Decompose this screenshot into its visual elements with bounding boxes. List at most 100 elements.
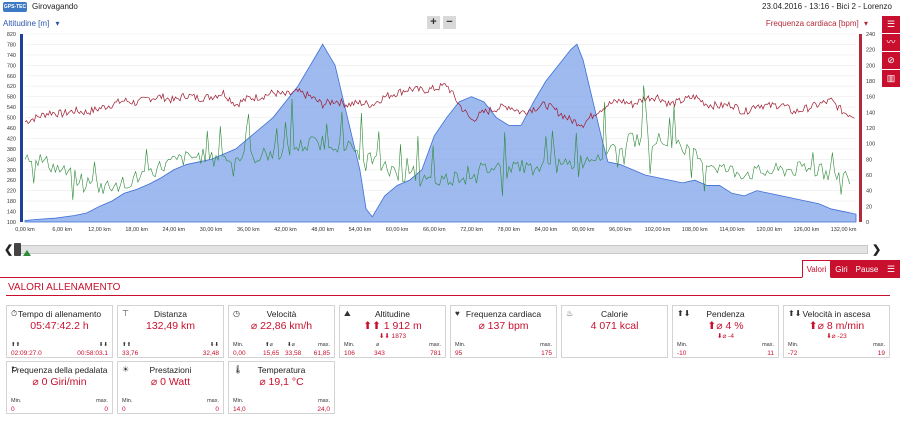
metric-mid-value: 343 [374,350,385,357]
tab-giri[interactable]: Giri [831,260,852,278]
x-tick-label: 84,00 km [535,227,558,233]
x-tick-label: 108,00 km [682,227,708,233]
y-right-tick-label: 200 [866,63,875,69]
metric-max-label: max. [762,342,774,348]
x-tick-label: 66,00 km [423,227,446,233]
metric-value: ⬆⬆ 1 912 m [363,320,422,332]
metric-min-value: 0 [122,406,126,413]
metric-secondary-value: ⬇⌀ -23 [826,333,847,340]
y-left-tick-label: 740 [7,53,16,59]
activity-title: Girovagando [32,2,78,11]
y-left-tick-label: 300 [7,168,16,174]
x-tick-label: 120,00 km [756,227,782,233]
metric-min-value: 0,00 [233,350,246,357]
metric-max-value: 24,0 [317,406,330,413]
metric-mid-label: ⬆⌀ [265,342,273,348]
y-left-tick-label: 180 [7,199,16,205]
mountain-icon: ⛰ [344,309,351,318]
metric-max-value: 0 [215,406,219,413]
x-tick-label: 102,00 km [645,227,671,233]
y-left-tick-label: 660 [7,74,16,80]
top-bar: GPS-TEC Girovagando 23.04.2016 - 13:16 -… [0,0,900,14]
metric-max-value: 0 [104,406,108,413]
section-title: VALORI ALLENAMENTO [8,282,121,293]
scroll-track[interactable] [20,245,868,256]
chevron-down-icon: ▾ [863,19,868,28]
tab-pause[interactable]: Pause [852,260,882,278]
metric-value: ⌀ 22,86 km/h [250,320,313,332]
y-left-tick-label: 620 [7,84,16,90]
scroll-handle[interactable] [14,243,21,256]
session-user: Lorenzo [863,2,892,11]
section-divider [6,295,890,296]
x-tick-label: 90,00 km [572,227,595,233]
x-tick-label: 78,00 km [497,227,520,233]
x-tick-label: 36,00 km [237,227,260,233]
y-right-tick-label: 160 [866,95,875,101]
x-tick-label: 0,00 km [15,227,35,233]
thermometer-icon: 🌡 [233,365,244,374]
y-left-tick-label: 340 [7,157,16,163]
metric-title: Calorie [601,309,628,319]
x-tick-label: 24,00 km [163,227,186,233]
zoom-out-button[interactable]: − [443,16,456,29]
right-axis-bar [859,34,862,222]
profile-chart[interactable]: 820 780 740 700 660 620 580 540 500 460 420 380 340 3… [0,30,882,240]
metric-min-label: Min. [788,342,799,348]
heart-rate-line [24,82,855,129]
metric-min-value: 02:09:27.0 [11,350,42,357]
metric-card: 🌡 Temperatura ⌀ 19,1 °C Min. 14,0 max. 24,0 [228,361,335,414]
metric-value: ⌀ 0 Watt [150,376,191,388]
metric-max-value: 175 [541,350,552,357]
scroll-right-arrow-icon[interactable]: ❯ [872,244,882,256]
cadence-icon: ↻ [11,365,18,374]
metric-min-value: 106 [344,350,355,357]
scroll-left-arrow-icon[interactable]: ❮ [4,244,14,256]
metric-max-label: max. [873,342,885,348]
session-time: 13:16 [809,2,830,11]
y-left-tick-label: 460 [7,126,16,132]
metric-value: ⌀ 0 Giri/min [32,376,87,388]
trend-icon[interactable]: 〰 [882,34,900,51]
metric-min-value: 33,76 [122,350,139,357]
left-axis-selector[interactable]: Altitudine [m] ▾ [3,19,60,28]
y-left-tick-label: 220 [7,189,16,195]
metric-max-label: max. [96,398,108,404]
metric-min-label: Min. [233,398,244,404]
right-axis-selector[interactable]: Frequenza cardiaca [bpm] ▾ [765,19,868,28]
metric-card: ◷ Velocità ⌀ 22,86 km/h Min. 0,00 max. 61,85 ⬆⌀… [228,305,335,358]
metric-title: Frequenza della pedalata [11,365,108,375]
metric-card: ♥ Frequenza cardiaca ⌀ 137 bpm Min. 95 max. 17… [450,305,557,358]
x-tick-label: 12,00 km [88,227,111,233]
bar-chart-icon[interactable]: ▥ [882,70,900,87]
metric-title: Altitudine [375,309,410,319]
chart-scrollbar: ❮ ❯ [0,241,900,258]
y-left-tick-label: 780 [7,42,16,48]
zoom-in-button[interactable]: + [427,16,440,29]
metric-title: Tempo di allenamento [17,309,102,319]
y-right-tick-label: 60 [866,173,872,179]
metric-max-value: 61,85 [313,350,330,357]
menu-icon[interactable]: ☰ [882,260,900,278]
y-right-tick-label: 40 [866,189,872,195]
no-symbol-icon[interactable]: ⊘ [882,52,900,69]
y-left-tick-label: 140 [7,210,16,216]
tab-valori[interactable]: Valori [802,260,831,278]
metric-min-value: 95 [455,350,463,357]
list-icon[interactable]: ☰ [882,16,900,33]
x-tick-label: 126,00 km [794,227,820,233]
metric-max-label: max. [318,342,330,348]
metric-title: Pendenza [706,309,745,319]
metric-card: ⛰ Altitudine ⬆⬆ 1 912 m ⬇⬇ 1873 Min. 106 max. 7… [339,305,446,358]
chart-header: Altitudine [m] ▾ + − Frequenza cardiaca … [0,16,880,30]
left-axis-bar [20,34,23,222]
y-right-tick-label: 240 [866,32,875,38]
metric-mid2-label: ⬇⌀ [287,342,295,348]
metric-min-label: ⬆⬆ [11,342,21,348]
session-info: 23.04.2016 - 13:16 - Bici 2 - Lorenzo [762,2,892,11]
metric-title: Frequenza cardiaca [465,309,542,319]
metric-mid2-value: 33,58 [285,350,302,357]
x-tick-label: 48,00 km [311,227,334,233]
metric-min-label: Min. [455,342,466,348]
metric-card: ⊤ Distanza 132,49 km ⬆⬆ 33,76 ⬇⬇ 32,48 [117,305,224,358]
